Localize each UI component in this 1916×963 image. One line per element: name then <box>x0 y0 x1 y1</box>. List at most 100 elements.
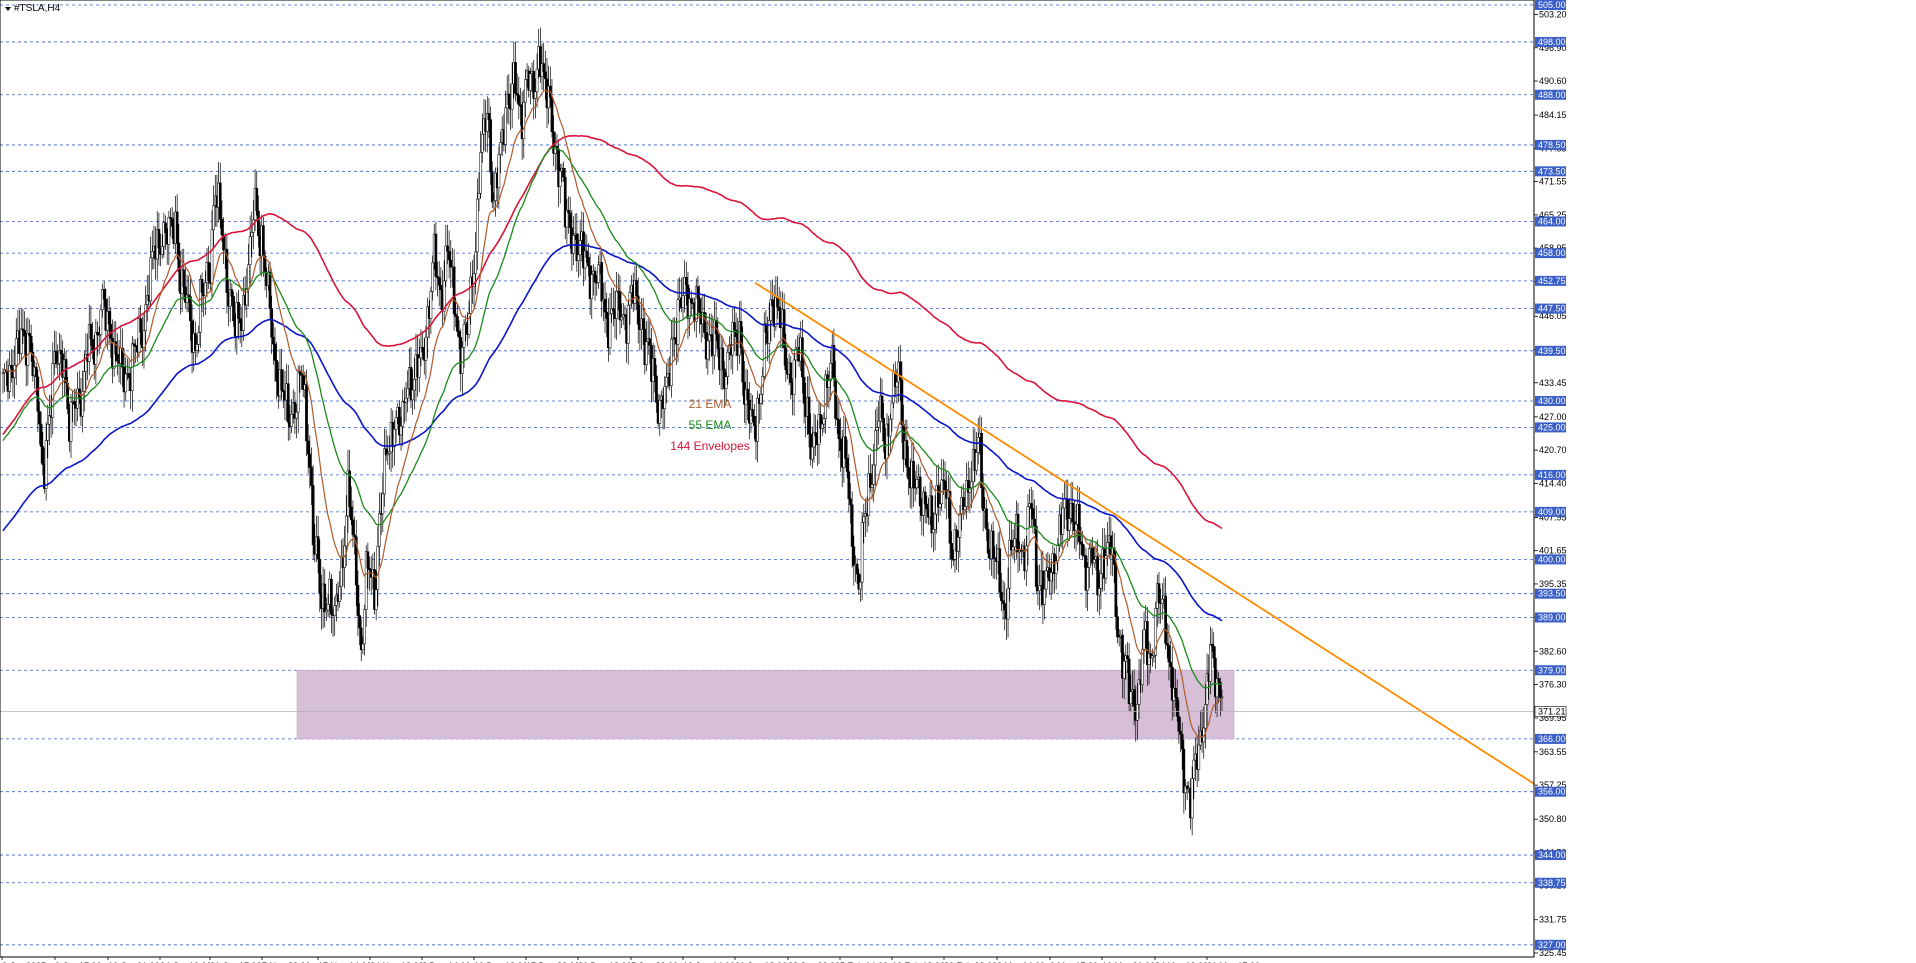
candle-body <box>733 322 736 331</box>
candle-body <box>888 418 892 437</box>
candle-body <box>442 280 446 312</box>
candle-body <box>102 288 106 300</box>
candle-body <box>366 551 370 569</box>
candle-body <box>210 229 214 284</box>
y-tick-label: 350.80 <box>1539 814 1567 824</box>
level-label-box <box>1535 506 1566 517</box>
candle-body <box>706 340 710 360</box>
y-tick-label: 369.95 <box>1539 713 1567 723</box>
candle-body <box>782 309 786 349</box>
candle-body <box>835 418 839 421</box>
candle-body <box>69 401 73 442</box>
candle-body <box>898 361 902 381</box>
level-label-text: 356.00 <box>1538 787 1566 797</box>
candle-body <box>281 389 285 392</box>
candle-body <box>776 297 779 308</box>
candle-body <box>51 363 55 418</box>
candle-body <box>182 269 186 288</box>
candle-body <box>966 480 970 493</box>
level-label-text: 338.75 <box>1538 878 1566 888</box>
candle-body <box>384 448 388 456</box>
candle-body <box>467 313 471 335</box>
candle-body <box>275 360 279 382</box>
level-label-box <box>1535 36 1566 47</box>
level-label-text: 366.00 <box>1538 734 1566 744</box>
candle-body <box>563 176 567 228</box>
envelope-upper-line <box>2 134 1223 530</box>
candle-body <box>170 218 174 227</box>
candle-body <box>200 278 204 293</box>
candle-body <box>1205 673 1209 705</box>
candle-body <box>1150 655 1154 659</box>
level-label-box <box>1535 588 1566 599</box>
candle-body <box>942 479 945 482</box>
candle-body <box>250 232 254 237</box>
candle-body <box>393 429 396 448</box>
candle-body <box>1141 649 1144 685</box>
level-label-text: 458.00 <box>1538 248 1566 258</box>
candle-body <box>600 262 604 302</box>
ema-144-line <box>2 244 1223 622</box>
candle-body <box>789 362 793 383</box>
candle-body <box>376 545 380 590</box>
legend-item: 144 Envelopes <box>670 439 749 453</box>
candle-body <box>932 529 935 534</box>
candle-body <box>1016 513 1020 553</box>
candle-body <box>270 308 274 338</box>
candle-body <box>499 142 502 155</box>
candle-body <box>424 336 428 361</box>
candle-body <box>862 516 866 523</box>
candle-body <box>308 453 312 468</box>
candle-body <box>194 333 197 351</box>
candle-body <box>399 425 403 436</box>
candle-body <box>9 365 13 369</box>
candle-body <box>169 217 172 219</box>
candle-body <box>1092 559 1096 564</box>
candle-body <box>474 251 478 274</box>
candle-body <box>449 259 453 268</box>
candle-body <box>872 464 876 485</box>
candle-body <box>1160 598 1164 604</box>
candle-body <box>295 411 298 419</box>
candle-body <box>918 476 922 507</box>
level-label-box <box>1535 216 1566 227</box>
candle-body <box>849 498 852 506</box>
candle-body <box>431 262 434 292</box>
x-tick-label: 17 Nov 14:00 <box>318 961 372 963</box>
candle-body <box>810 446 814 460</box>
candle-body <box>1204 704 1207 729</box>
candle-body <box>970 481 973 488</box>
candle-body <box>689 298 693 304</box>
candle-body <box>187 294 191 297</box>
candle-body <box>553 146 557 154</box>
candle-body <box>248 236 252 266</box>
level-label-text: 409.00 <box>1538 507 1566 517</box>
candle-body <box>1079 541 1083 545</box>
candle-body <box>58 350 61 364</box>
candle-body <box>1147 653 1151 666</box>
candle-body <box>386 453 390 456</box>
candle-body <box>850 504 854 547</box>
candle-body <box>874 430 877 466</box>
candle-body <box>89 324 93 340</box>
candle-body <box>1011 546 1015 551</box>
candle-body <box>1000 592 1003 601</box>
candle-body <box>112 341 116 369</box>
candle-body <box>212 205 215 231</box>
candle-body <box>81 391 84 417</box>
candle-body <box>1215 678 1219 698</box>
candle-body <box>1081 543 1085 556</box>
candle-body <box>1126 655 1129 660</box>
candle-body <box>1157 583 1161 603</box>
x-tick-label: 5 Feb 14:00 <box>840 961 888 963</box>
candle-body <box>890 402 894 420</box>
candle-body <box>1185 785 1189 790</box>
candle-body <box>164 222 167 234</box>
candle-body <box>114 341 118 355</box>
candle-body <box>626 304 630 344</box>
candles <box>1 27 1224 836</box>
candle-body <box>1099 573 1103 589</box>
candle-body <box>593 270 597 283</box>
x-axis: 2 Oct 2025 9 Oct 17:00 16 Oct 21:0024 Oct … <box>1 957 1260 963</box>
candle-body <box>417 357 421 378</box>
